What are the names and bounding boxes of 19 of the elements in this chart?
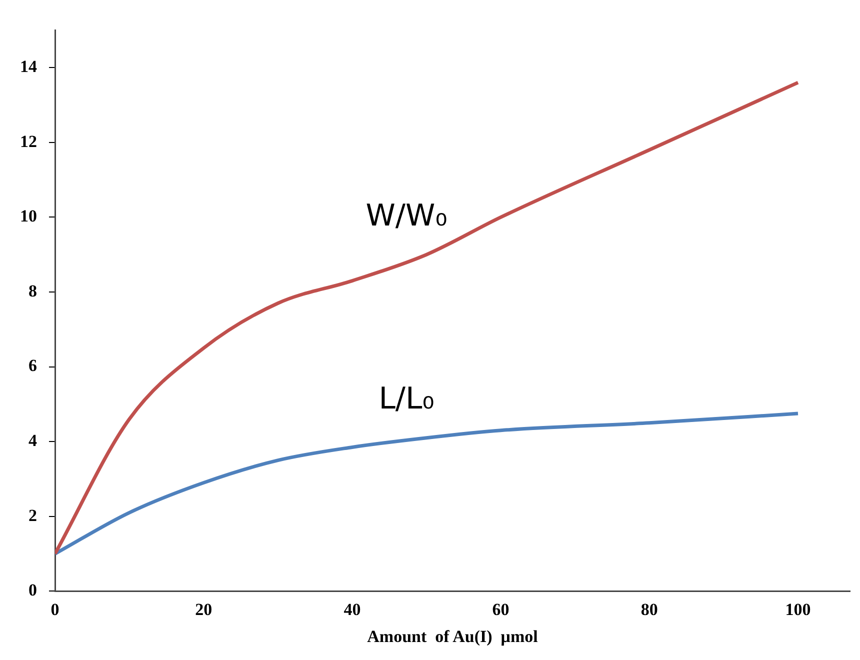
y-tick-label: 0 [28, 580, 37, 600]
series-label: W/W₀ [366, 198, 448, 234]
x-tick-label: 20 [195, 600, 212, 619]
y-tick-label: 2 [28, 506, 37, 525]
x-tick-label: 40 [344, 600, 361, 619]
y-tick-label: 14 [20, 56, 38, 76]
y-tick-label: 10 [20, 206, 37, 226]
y-tick-label: 6 [28, 356, 37, 376]
x-axis-title: Amount of Au(I) μmol [367, 627, 538, 646]
series-label: L/L₀ [378, 382, 434, 417]
line-series [55, 80, 800, 556]
x-tick-label: 100 [785, 600, 811, 619]
y-tick-label: 4 [28, 430, 38, 450]
x-tick-label: 80 [640, 600, 658, 619]
x-tick-label: 60 [492, 600, 510, 619]
line-series [55, 412, 800, 556]
y-tick-label: 12 [20, 132, 37, 151]
x-tick-label: 0 [50, 600, 60, 619]
y-tick-label: 8 [28, 281, 37, 300]
